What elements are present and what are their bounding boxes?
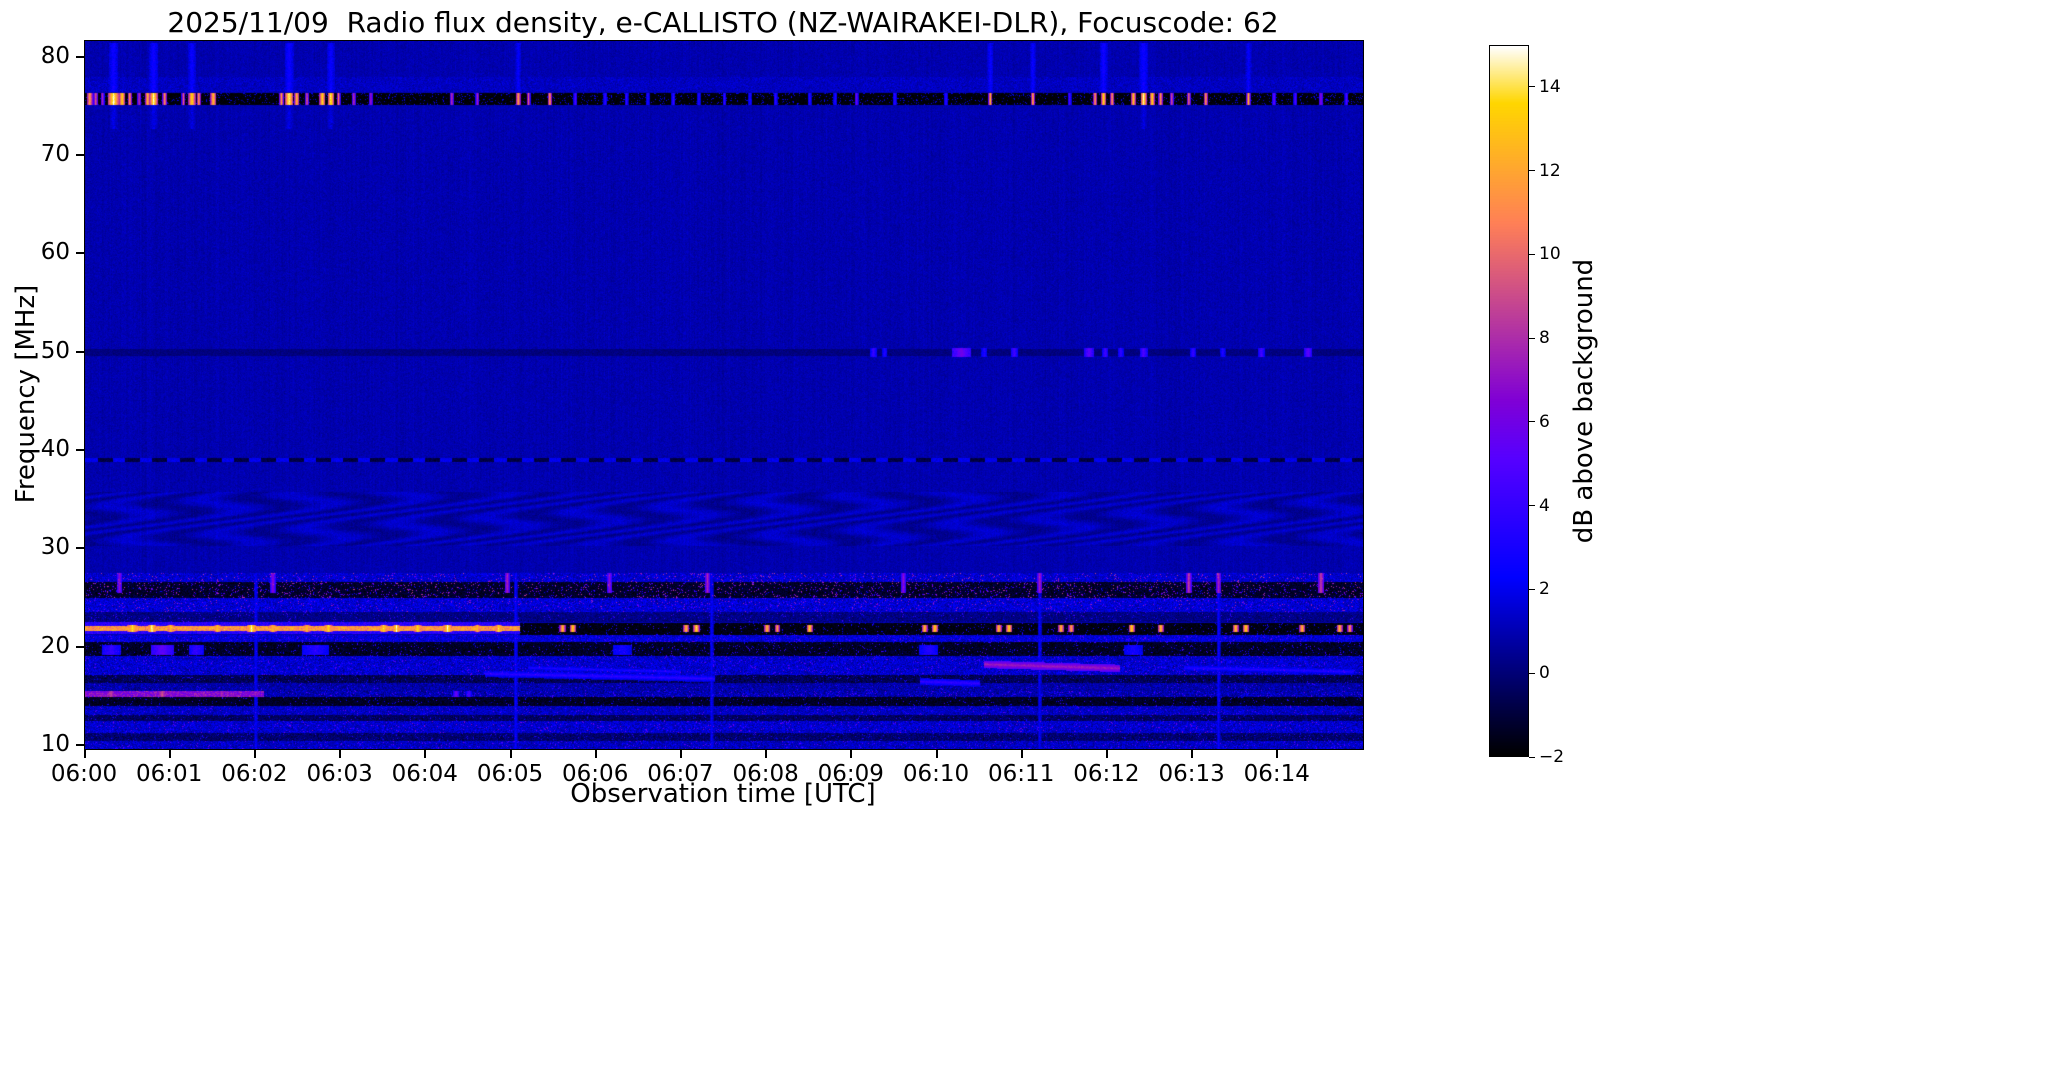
- colorbar-tick-mark: [1529, 421, 1535, 423]
- y-tick-label: 70: [40, 141, 70, 168]
- y-tick-mark: [76, 55, 84, 58]
- colorbar-tick-label: 8: [1539, 328, 1550, 349]
- x-tick-label: 06:02: [221, 761, 288, 787]
- colorbar-tick-label: 2: [1539, 579, 1550, 600]
- y-tick-label: 60: [40, 239, 70, 266]
- x-tick-mark: [339, 750, 342, 758]
- colorbar-tick-label: 6: [1539, 411, 1550, 432]
- y-tick-label: 10: [40, 731, 70, 758]
- y-tick-label: 50: [40, 337, 70, 364]
- colorbar-tick-label: 4: [1539, 495, 1550, 516]
- x-tick-label: 06:11: [988, 761, 1055, 787]
- colorbar-tick-mark: [1529, 86, 1535, 88]
- y-tick-mark: [76, 547, 84, 550]
- y-tick-mark: [76, 252, 84, 255]
- x-tick-label: 06:05: [476, 761, 544, 787]
- x-tick-mark: [765, 750, 768, 758]
- x-tick-label: 06:07: [647, 761, 714, 787]
- colorbar-tick-label: 14: [1539, 76, 1561, 97]
- colorbar-tick-mark: [1529, 337, 1535, 339]
- x-axis-label: Observation time [UTC]: [570, 779, 876, 809]
- x-tick-label: 06:09: [817, 761, 884, 787]
- x-tick-label: 06:03: [306, 761, 373, 787]
- y-tick-mark: [76, 154, 84, 157]
- colorbar-tick-mark: [1529, 756, 1535, 758]
- x-tick-mark: [424, 750, 427, 758]
- colorbar-tick-mark: [1529, 170, 1535, 172]
- y-tick-label: 80: [40, 42, 70, 69]
- colorbar-gradient-canvas: [1490, 46, 1528, 756]
- y-tick-mark: [76, 645, 84, 648]
- x-tick-mark: [253, 750, 256, 758]
- x-tick-mark: [1105, 750, 1108, 758]
- x-tick-label: 06:06: [562, 761, 629, 787]
- x-tick-label: 06:12: [1073, 761, 1140, 787]
- x-tick-mark: [168, 750, 171, 758]
- plot-area: [84, 40, 1364, 750]
- y-tick-label: 40: [40, 436, 70, 463]
- y-tick-mark: [76, 350, 84, 353]
- y-tick-mark: [76, 449, 84, 452]
- x-tick-mark: [1191, 750, 1194, 758]
- colorbar-tick-mark: [1529, 588, 1535, 590]
- x-tick-label: 06:00: [50, 761, 118, 787]
- colorbar-tick-mark: [1529, 672, 1535, 674]
- x-tick-mark: [850, 750, 853, 758]
- x-tick-mark: [1020, 750, 1023, 758]
- x-tick-label: 06:14: [1243, 761, 1310, 787]
- x-tick-mark: [935, 750, 938, 758]
- x-tick-mark: [83, 750, 86, 758]
- x-tick-mark: [679, 750, 682, 758]
- colorbar-tick-mark: [1529, 253, 1535, 255]
- x-tick-label: 06:10: [902, 761, 970, 787]
- x-tick-mark: [594, 750, 597, 758]
- colorbar-tick-label: −2: [1539, 747, 1565, 767]
- y-tick-label: 30: [40, 534, 70, 561]
- x-tick-label: 06:04: [391, 761, 458, 787]
- x-tick-mark: [1276, 750, 1279, 758]
- colorbar-label: dB above background: [1569, 258, 1599, 544]
- y-axis-label: Frequency [MHz]: [11, 284, 41, 504]
- y-tick-label: 20: [40, 632, 70, 659]
- chart-title: 2025/11/09 Radio flux density, e-CALLIST…: [167, 6, 1279, 39]
- y-tick-mark: [76, 744, 84, 747]
- x-tick-label: 06:13: [1158, 761, 1225, 787]
- x-tick-mark: [509, 750, 512, 758]
- colorbar-tick-label: 12: [1539, 160, 1561, 181]
- colorbar: [1489, 45, 1529, 757]
- colorbar-tick-mark: [1529, 505, 1535, 507]
- x-tick-label: 06:08: [732, 761, 799, 787]
- spectrogram-canvas: [85, 41, 1363, 749]
- colorbar-tick-label: 10: [1539, 244, 1561, 265]
- x-tick-label: 06:01: [136, 761, 203, 787]
- colorbar-tick-label: 0: [1539, 663, 1550, 684]
